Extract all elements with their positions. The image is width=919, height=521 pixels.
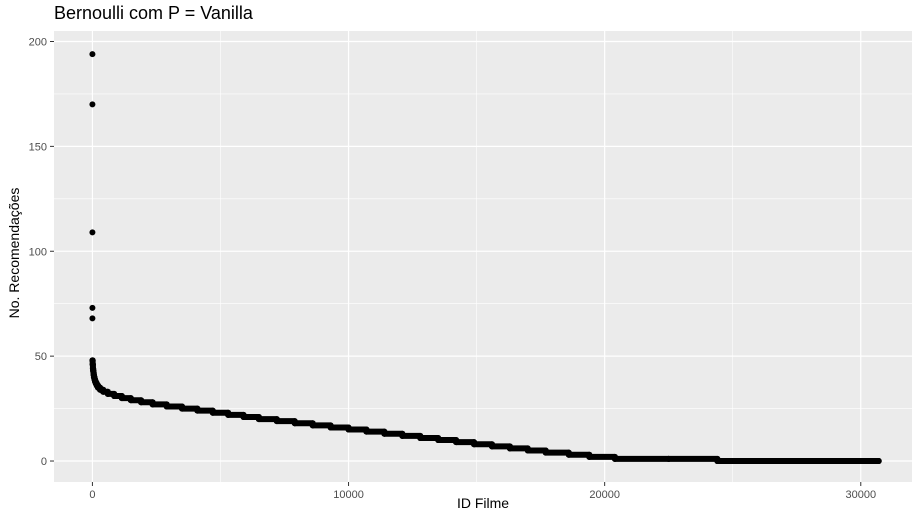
y-axis-label: No. Recomendações: [6, 187, 22, 319]
data-point: [89, 304, 96, 311]
axis-ticks: 0 10000 20000 30000 0 50 100 150 200: [29, 36, 876, 501]
y-tick-label: 200: [29, 36, 47, 48]
data-point: [89, 229, 96, 236]
y-tick-label: 150: [29, 141, 47, 153]
x-tick-label: 30000: [845, 489, 876, 501]
chart-title: Bernoulli com P = Vanilla: [54, 3, 253, 23]
data-point: [89, 51, 96, 58]
data-points: [89, 51, 882, 465]
y-tick-label: 50: [35, 351, 47, 363]
plot-panel: [54, 31, 912, 482]
data-point: [89, 315, 96, 322]
y-tick-label: 0: [41, 456, 47, 468]
minor-gridlines: [54, 31, 912, 482]
x-tick-label: 20000: [589, 489, 620, 501]
data-point: [89, 101, 96, 108]
x-axis-label: ID Filme: [456, 495, 510, 511]
x-tick-label: 10000: [333, 489, 364, 501]
y-tick-label: 100: [29, 246, 47, 258]
x-tick-label: 0: [89, 489, 95, 501]
